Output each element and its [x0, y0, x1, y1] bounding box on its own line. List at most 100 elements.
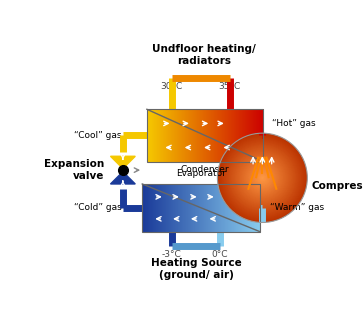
Bar: [216, 109, 217, 162]
Bar: [175, 109, 176, 162]
Bar: [216, 184, 217, 232]
Circle shape: [234, 149, 291, 206]
Bar: [183, 184, 184, 232]
Bar: [205, 109, 206, 162]
Circle shape: [253, 168, 272, 188]
Bar: [224, 109, 225, 162]
Bar: [260, 109, 261, 162]
Bar: [186, 184, 187, 232]
Bar: [228, 184, 229, 232]
Bar: [178, 109, 179, 162]
Bar: [162, 109, 163, 162]
Bar: [225, 109, 227, 162]
Bar: [233, 184, 234, 232]
Bar: [144, 184, 145, 232]
Bar: [209, 184, 210, 232]
Bar: [236, 109, 237, 162]
Bar: [169, 184, 170, 232]
Bar: [214, 109, 215, 162]
Circle shape: [229, 145, 295, 211]
Bar: [221, 184, 222, 232]
Bar: [196, 109, 197, 162]
Circle shape: [218, 134, 306, 222]
Bar: [239, 184, 240, 232]
Bar: [256, 109, 257, 162]
Circle shape: [228, 144, 297, 212]
Bar: [227, 109, 228, 162]
Bar: [191, 184, 192, 232]
Circle shape: [256, 171, 269, 184]
Bar: [210, 109, 211, 162]
Bar: [206, 109, 207, 162]
Bar: [150, 184, 151, 232]
Bar: [228, 184, 229, 232]
Bar: [175, 184, 176, 232]
Bar: [163, 109, 164, 162]
Bar: [174, 184, 175, 232]
Bar: [252, 109, 253, 162]
Bar: [194, 184, 195, 232]
Bar: [208, 109, 209, 162]
Bar: [172, 109, 174, 162]
Bar: [179, 184, 180, 232]
Circle shape: [242, 158, 282, 198]
Bar: [250, 184, 251, 232]
Bar: [225, 109, 226, 162]
Bar: [159, 109, 160, 162]
Bar: [173, 184, 174, 232]
Circle shape: [240, 155, 285, 200]
Bar: [247, 184, 248, 232]
Bar: [159, 184, 160, 232]
Bar: [164, 109, 165, 162]
Bar: [205, 184, 206, 232]
Bar: [262, 109, 263, 162]
Bar: [233, 109, 234, 162]
Circle shape: [221, 137, 304, 219]
Bar: [226, 184, 227, 232]
Bar: [248, 184, 249, 232]
Bar: [142, 184, 143, 232]
Bar: [165, 184, 166, 232]
Bar: [209, 109, 210, 162]
Bar: [199, 184, 200, 232]
Bar: [239, 109, 240, 162]
Bar: [204, 184, 205, 232]
Bar: [161, 184, 162, 232]
Bar: [221, 109, 222, 162]
Bar: [189, 109, 190, 162]
Bar: [218, 184, 219, 232]
Bar: [206, 184, 207, 232]
Bar: [236, 184, 237, 232]
Bar: [142, 184, 260, 232]
Bar: [214, 109, 215, 162]
Bar: [193, 184, 195, 232]
Bar: [225, 184, 226, 232]
Bar: [177, 109, 178, 162]
Bar: [171, 109, 172, 162]
Text: “Hot” gas: “Hot” gas: [272, 119, 315, 128]
Bar: [163, 184, 164, 232]
Bar: [160, 109, 161, 162]
Bar: [178, 184, 179, 232]
Bar: [244, 184, 245, 232]
Bar: [246, 184, 247, 232]
Bar: [208, 184, 209, 232]
Bar: [236, 184, 237, 232]
Bar: [228, 109, 229, 162]
Bar: [200, 109, 201, 162]
Circle shape: [253, 169, 272, 187]
Circle shape: [252, 167, 273, 188]
Bar: [185, 184, 186, 232]
Bar: [252, 184, 253, 232]
Bar: [227, 184, 228, 232]
Bar: [145, 184, 146, 232]
Bar: [174, 184, 175, 232]
Bar: [183, 184, 184, 232]
Bar: [168, 109, 170, 162]
Circle shape: [232, 148, 293, 208]
Bar: [241, 184, 242, 232]
Bar: [174, 109, 175, 162]
Bar: [165, 184, 166, 232]
Bar: [243, 184, 244, 232]
Bar: [245, 184, 246, 232]
